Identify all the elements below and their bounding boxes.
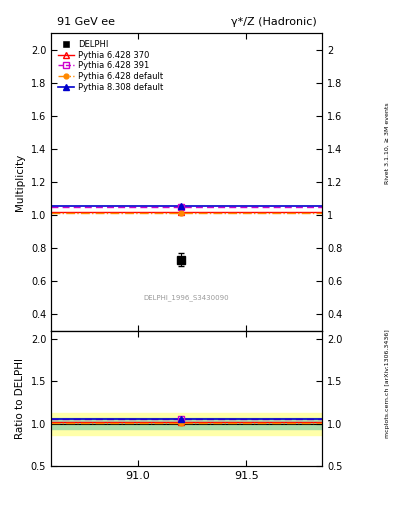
Bar (51, 413, 322, 435)
Legend: DELPHI, Pythia 6.428 370, Pythia 6.428 391, Pythia 6.428 default, Pythia 8.308 d: DELPHI, Pythia 6.428 370, Pythia 6.428 3… (55, 37, 165, 94)
Text: γ*/Z (Hadronic): γ*/Z (Hadronic) (231, 17, 317, 27)
Text: mcplots.cern.ch [arXiv:1306.3436]: mcplots.cern.ch [arXiv:1306.3436] (385, 330, 389, 438)
Text: Rivet 3.1.10, ≥ 3M events: Rivet 3.1.10, ≥ 3M events (385, 102, 389, 184)
Y-axis label: Multiplicity: Multiplicity (15, 154, 25, 210)
Bar (51, 418, 322, 429)
Text: 91 GeV ee: 91 GeV ee (57, 17, 114, 27)
Text: DELPHI_1996_S3430090: DELPHI_1996_S3430090 (144, 294, 230, 301)
Y-axis label: Ratio to DELPHI: Ratio to DELPHI (15, 358, 25, 439)
